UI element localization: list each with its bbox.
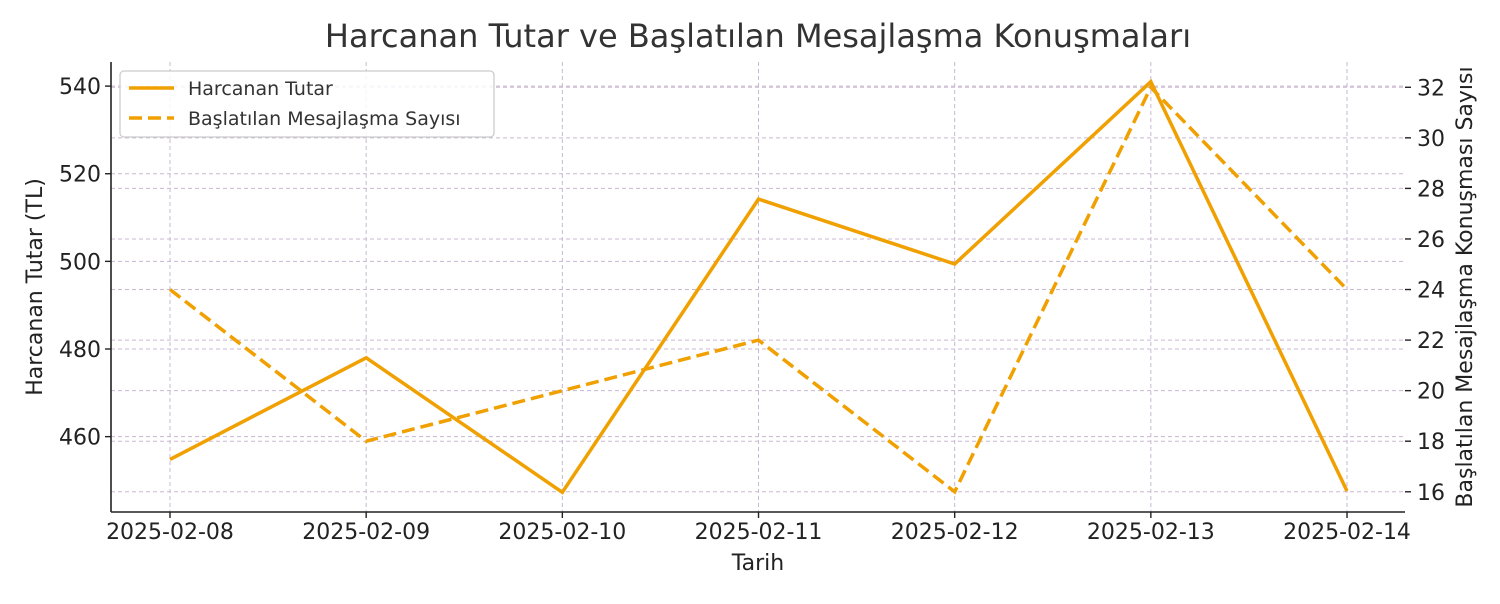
y2-tick-label: 18: [1417, 430, 1445, 455]
y-tick-label: 460: [59, 426, 101, 451]
legend: Harcanan Tutar Başlatılan Mesajlaşma Say…: [120, 71, 494, 137]
chart-title: Harcanan Tutar ve Başlatılan Mesajlaşma …: [325, 17, 1191, 55]
y2-tick-label: 16: [1417, 481, 1445, 506]
x-tick-label: 2025-02-12: [891, 520, 1019, 545]
x-tick-label: 2025-02-14: [1283, 520, 1411, 545]
y-tick-label: 540: [59, 75, 101, 100]
y-axis-label: Harcanan Tutar (TL): [23, 178, 48, 396]
x-axis-label: Tarih: [731, 551, 784, 576]
y2-tick-label: 28: [1417, 177, 1445, 202]
y2-tick-label: 30: [1417, 127, 1445, 152]
x-tick-label: 2025-02-10: [498, 520, 626, 545]
x-tick-label: 2025-02-08: [106, 520, 234, 545]
x-tick-label: 2025-02-11: [695, 520, 823, 545]
y2-tick-label: 22: [1417, 329, 1445, 354]
y-tick-label: 500: [59, 250, 101, 275]
x-tick-label: 2025-02-09: [302, 520, 430, 545]
y-tick-label: 480: [59, 338, 101, 363]
x-tick-label: 2025-02-13: [1087, 520, 1215, 545]
y2-tick-label: 20: [1417, 380, 1445, 405]
y2-axis-label: Başlatılan Mesajlaşma Konuşması Sayısı: [1453, 66, 1478, 507]
y2-tick-label: 24: [1417, 279, 1445, 304]
legend-label-harcanan-tutar: Harcanan Tutar: [188, 78, 333, 100]
legend-label-baslatilan-mesajlasma: Başlatılan Mesajlaşma Sayısı: [188, 108, 461, 130]
y-tick-label: 520: [59, 163, 101, 188]
y2-tick-label: 26: [1417, 228, 1445, 253]
y2-tick-label: 32: [1417, 76, 1445, 101]
